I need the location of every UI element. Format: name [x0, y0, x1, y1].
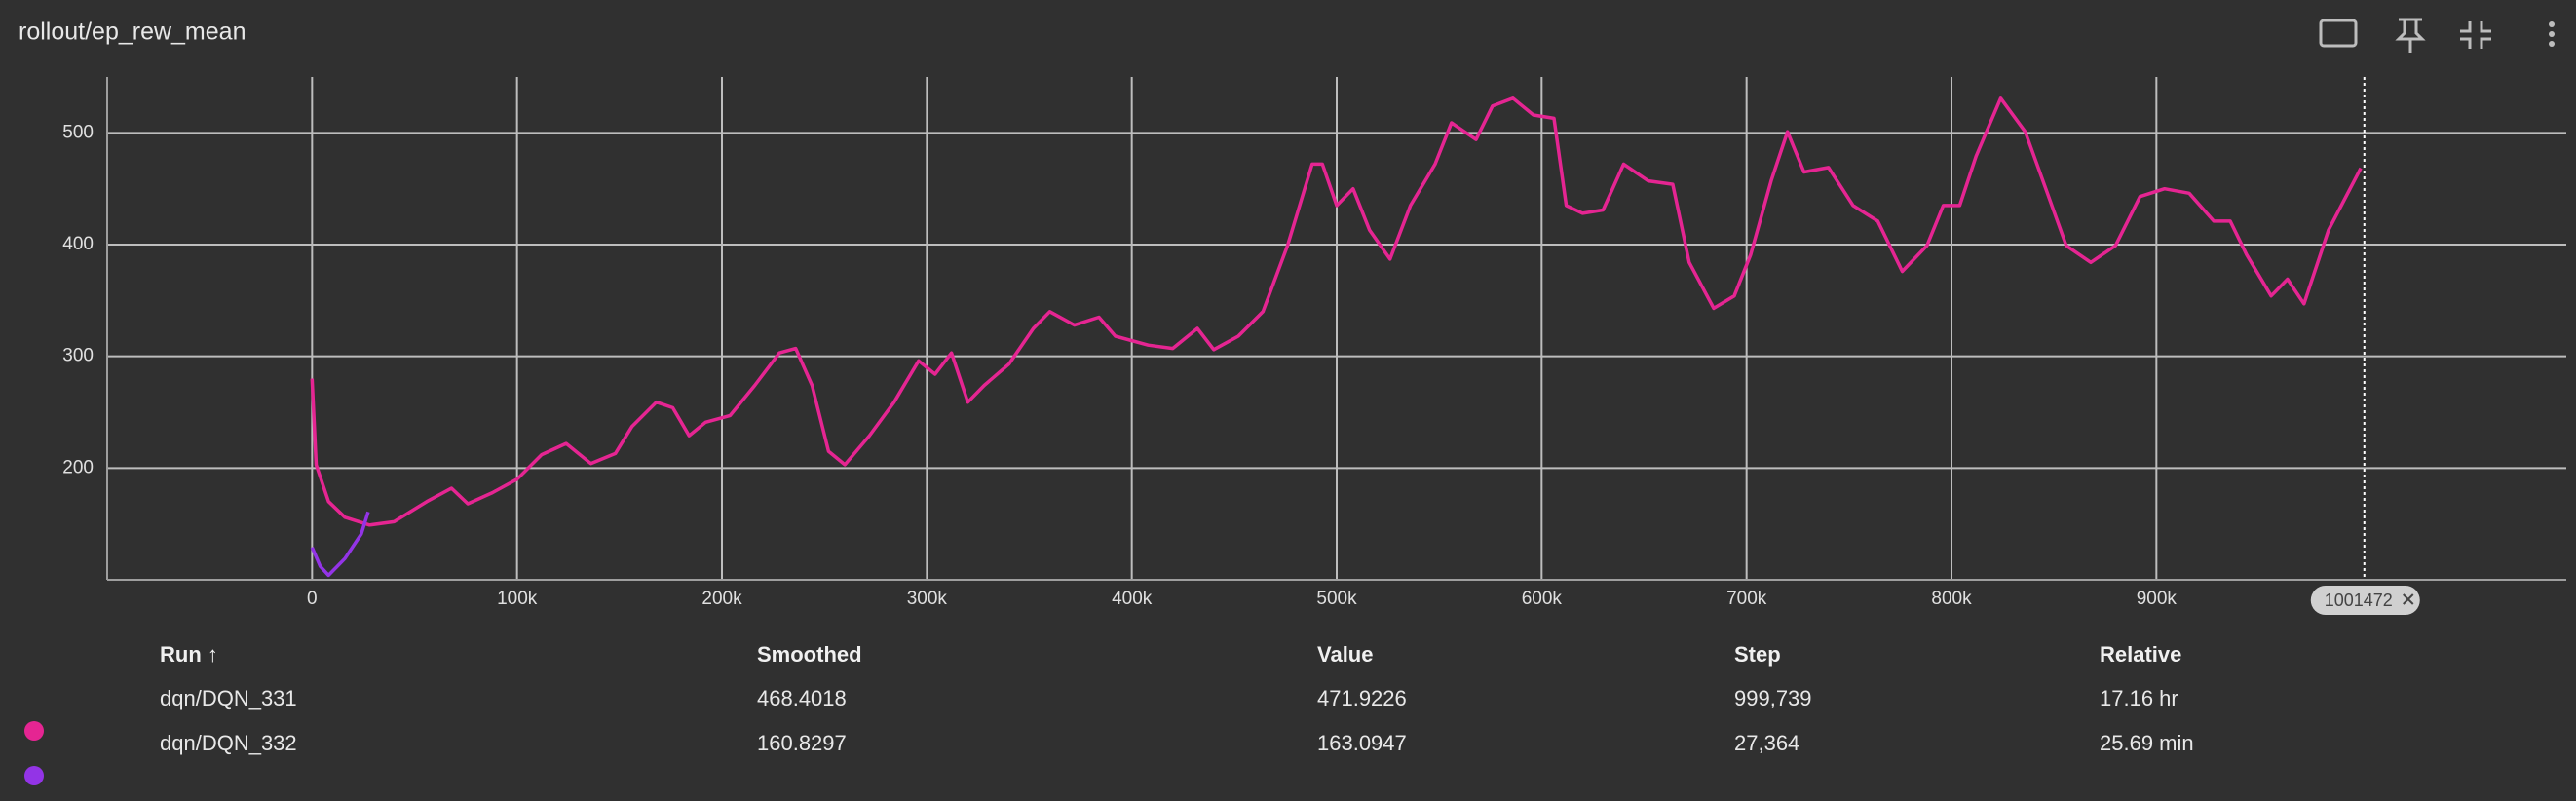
series-line: [310, 96, 2363, 527]
column-header[interactable]: Smoothed: [757, 642, 862, 667]
table-cell: 17.16 hr: [2100, 686, 2178, 710]
table-cell: dqn/DQN_332: [160, 731, 297, 755]
menu-button[interactable]: [2549, 21, 2555, 47]
fit-domain-button[interactable]: [2319, 19, 2358, 48]
y-tick-label: 300: [62, 346, 94, 366]
table-cell: 27,364: [1734, 731, 1799, 755]
table-cell: 160.8297: [757, 731, 847, 755]
cursor-label: 1001472: [2325, 591, 2393, 610]
column-header[interactable]: Relative: [2100, 642, 2181, 667]
pin-button[interactable]: [2395, 18, 2426, 53]
table-cell: 471.9226: [1317, 686, 1407, 710]
y-tick-label: 200: [62, 457, 94, 477]
x-tick-label: 400k: [1112, 589, 1153, 609]
run-color: [24, 766, 44, 785]
x-tick-label: 700k: [1726, 589, 1767, 609]
card-title: rollout/ep_rew_mean: [19, 19, 246, 46]
x-tick-label: 100k: [497, 589, 538, 609]
table-cell: dqn/DQN_331: [160, 686, 297, 710]
collapse-button[interactable]: [2460, 21, 2491, 49]
cursor-badge: [2310, 586, 2420, 615]
x-tick-label: 300k: [907, 589, 948, 609]
table-cell: 999,739: [1734, 686, 1812, 710]
table-cell: 163.0947: [1317, 731, 1407, 755]
x-tick-label: 900k: [2137, 589, 2178, 609]
run-color: [24, 721, 44, 741]
column-header[interactable]: Value: [1317, 642, 1373, 667]
x-tick-label: 800k: [1931, 589, 1972, 609]
run-table: Run ↑ Smoothed Value Step Relative dqn/DQN_33…: [24, 642, 2194, 785]
toolbar: [2319, 18, 2555, 53]
column-header[interactable]: Run ↑: [160, 642, 218, 667]
x-tick-label: 200k: [701, 589, 742, 609]
table-cell: 25.69 min: [2100, 731, 2194, 755]
x-tick-label: 0: [307, 589, 318, 609]
table-cell: 468.4018: [757, 686, 847, 710]
x-tick-label: 500k: [1316, 589, 1357, 609]
x-tick-label: 600k: [1522, 589, 1563, 609]
y-tick-label: 500: [62, 122, 94, 142]
plot: 200 300 400 500 0 100k 200k 300k 400k 500k 600k 700…: [62, 77, 2566, 615]
column-header[interactable]: Step: [1734, 642, 1781, 667]
cursor-close[interactable]: [2403, 593, 2414, 605]
y-tick-label: 400: [62, 234, 94, 254]
series-line: [310, 511, 370, 578]
